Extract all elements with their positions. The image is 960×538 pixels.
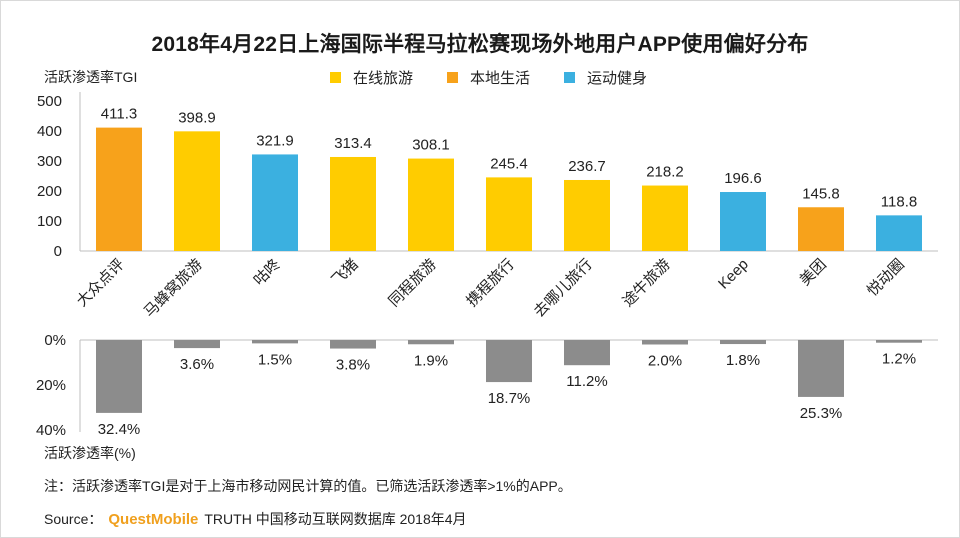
legend-swatch-sports-fitness <box>564 72 576 83</box>
tgi-bar <box>408 158 454 251</box>
top-y-axis-title: 活跃渗透率TGI <box>44 69 138 85</box>
legend-label-online-travel: 在线旅游 <box>353 70 414 87</box>
penetration-value-label: 11.2% <box>566 373 607 390</box>
category-label: 飞猪 <box>329 256 362 289</box>
category-label: 美团 <box>797 256 830 289</box>
category-label: 悦动圈 <box>864 256 908 300</box>
legend-label-sports-fitness: 运动健身 <box>587 70 648 87</box>
tgi-bar <box>96 127 142 251</box>
chart-title: 2018年4月22日上海国际半程马拉松赛现场外地用户APP使用偏好分布 <box>151 33 809 56</box>
penetration-bar <box>798 340 844 397</box>
source-text: TRUTH 中国移动互联网数据库 2018年4月 <box>204 511 467 527</box>
penetration-bar <box>174 340 220 349</box>
legend-item-local-life: 本地生活 <box>447 67 530 88</box>
tgi-bar <box>330 156 376 251</box>
penetration-value-label: 1.2% <box>882 351 916 368</box>
top-y-tick-label: 300 <box>37 153 62 170</box>
source-label: Source： <box>44 511 103 527</box>
top-y-tick-label: 500 <box>37 93 62 110</box>
tgi-bar <box>486 177 532 251</box>
bottom-y-tick-label: 20% <box>36 377 66 394</box>
bottom-y-tick-label: 0% <box>44 332 66 349</box>
bottom-y-axis-title: 活跃渗透率(%) <box>44 445 136 461</box>
tgi-value-label: 196.6 <box>724 170 762 187</box>
tgi-bar <box>564 179 610 251</box>
category-label: Keep <box>715 256 752 293</box>
legend-swatch-online-travel <box>330 72 341 83</box>
tgi-value-label: 245.4 <box>490 155 528 172</box>
category-label: 马蜂窝旅游 <box>140 255 206 321</box>
category-label: 大众点评 <box>73 256 127 310</box>
tgi-value-label: 313.4 <box>334 135 372 152</box>
tgi-value-label: 145.8 <box>802 185 840 202</box>
tgi-bar <box>252 154 298 251</box>
penetration-value-label: 32.4% <box>98 421 141 438</box>
penetration-bar <box>408 340 454 345</box>
penetration-bar <box>252 340 298 344</box>
penetration-value-label: 25.3% <box>800 405 843 422</box>
penetration-bar <box>876 340 922 343</box>
tgi-value-label: 236.7 <box>568 158 606 175</box>
tgi-bar <box>798 207 844 251</box>
source-brand: QuestMobile <box>108 511 199 528</box>
legend-swatch-local-life <box>447 72 459 83</box>
penetration-bar <box>642 340 688 345</box>
penetration-bar <box>564 340 610 366</box>
tgi-value-label: 321.9 <box>256 132 294 149</box>
tgi-value-label: 118.8 <box>881 193 917 210</box>
tgi-value-label: 308.1 <box>412 137 450 154</box>
tgi-bar <box>174 131 220 251</box>
penetration-bar <box>486 340 532 383</box>
category-label: 咕咚 <box>251 256 284 289</box>
legend: 在线旅游 本地生活 运动健身 <box>330 67 647 88</box>
legend-item-sports-fitness: 运动健身 <box>564 67 647 88</box>
penetration-value-label: 1.5% <box>258 351 292 368</box>
top-y-tick-label: 400 <box>37 123 62 140</box>
tgi-value-label: 218.2 <box>646 164 684 181</box>
penetration-bar <box>330 340 376 349</box>
tgi-bar <box>720 192 766 251</box>
penetration-value-label: 3.6% <box>180 356 214 373</box>
top-y-tick-label: 0 <box>54 243 62 260</box>
tgi-value-label: 411.3 <box>101 106 137 123</box>
category-label: 去哪儿旅行 <box>531 256 596 321</box>
penetration-value-label: 18.7% <box>488 390 531 407</box>
bottom-y-tick-label: 40% <box>36 422 66 439</box>
top-y-tick-label: 100 <box>37 213 62 230</box>
tgi-value-label: 398.9 <box>178 109 216 126</box>
source-line: Source： QuestMobile TRUTH 中国移动互联网数据库 201… <box>44 509 467 529</box>
category-label: 携程旅行 <box>463 256 517 310</box>
tgi-bar <box>642 185 688 251</box>
tgi-bar <box>876 215 922 251</box>
category-label: 同程旅游 <box>385 256 439 310</box>
penetration-value-label: 2.0% <box>648 353 682 370</box>
top-y-tick-label: 200 <box>37 183 62 200</box>
penetration-value-label: 1.8% <box>726 352 760 369</box>
legend-item-online-travel: 在线旅游 <box>330 67 413 88</box>
penetration-value-label: 3.8% <box>336 357 370 374</box>
penetration-bar <box>720 340 766 345</box>
penetration-value-label: 1.9% <box>414 352 448 369</box>
legend-label-local-life: 本地生活 <box>470 70 531 87</box>
category-label: 途牛旅游 <box>619 256 673 310</box>
footnote: 注：活跃渗透率TGI是对于上海市移动网民计算的值。已筛选活跃渗透率>1%的APP… <box>44 478 572 494</box>
penetration-bar <box>96 340 142 413</box>
